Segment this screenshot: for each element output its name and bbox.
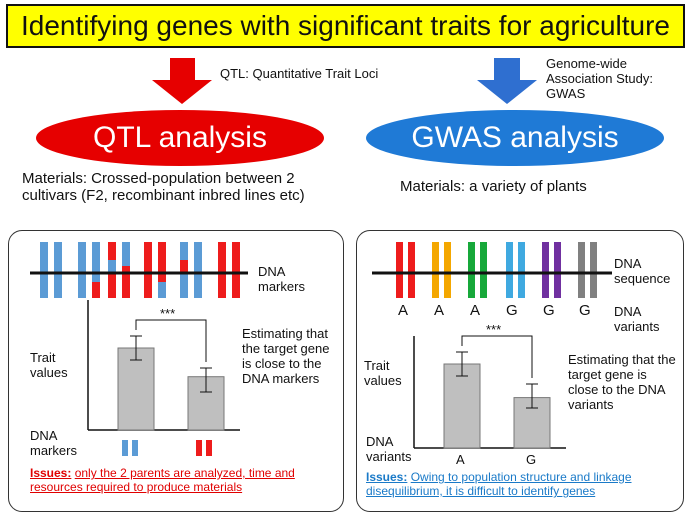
- gwas-estimate-text: Estimating that the target gene is close…: [568, 352, 676, 412]
- gwas-analysis-heading: GWAS analysis: [366, 110, 664, 166]
- qtl-bar-chart: [87, 300, 240, 431]
- gwas-trait-values-label: Trait values: [364, 358, 402, 388]
- gwas-chromosome-pairs: [396, 242, 597, 298]
- qtl-materials: Materials: Crossed-population between 2 …: [22, 170, 305, 204]
- gwas-arrow-note: Genome-wide Association Study: GWAS: [546, 56, 653, 101]
- qtl-bottom-markers: [122, 440, 212, 456]
- qtl-trait-values-label: Trait values: [30, 350, 68, 380]
- gwas-variant-letters: A A A G G G: [388, 302, 618, 320]
- qtl-chromosome-pairs: [40, 242, 240, 298]
- gwas-bar-a: [443, 363, 481, 449]
- qtl-panel: [8, 230, 344, 512]
- variant-letter: A: [398, 302, 409, 319]
- gwas-dna-variants-bottom-label: DNA variants: [366, 434, 412, 464]
- qtl-issues-label: Issues:: [30, 466, 72, 480]
- gwas-bar-chart: [413, 335, 566, 449]
- gwas-dna-variants-label: DNA variants: [614, 304, 660, 334]
- qtl-arrow-note: QTL: Quantitative Trait Loci: [220, 66, 379, 81]
- qtl-dna-markers-bottom-label: DNA markers: [30, 428, 77, 458]
- gwas-dna-sequence-label: DNA sequence: [614, 256, 671, 286]
- page-title: Identifying genes with significant trait…: [6, 4, 685, 48]
- gwas-x-category: A: [456, 452, 465, 467]
- qtl-estimate-text: Estimating that the target gene is close…: [242, 326, 330, 386]
- gwas-issues-text: Owing to population structure and linkag…: [366, 470, 632, 498]
- qtl-issues-text: only the 2 parents are analyzed, time an…: [30, 466, 295, 494]
- qtl-issues: Issues: only the 2 parents are analyzed,…: [30, 466, 336, 494]
- variant-letter: G: [506, 302, 518, 319]
- gwas-significance: ***: [486, 322, 502, 337]
- gwas-issues: Issues: Owing to population structure an…: [366, 470, 678, 498]
- gwas-down-arrow: [477, 58, 537, 104]
- variant-letter: A: [470, 302, 481, 319]
- qtl-significance: ***: [160, 306, 176, 321]
- gwas-issues-label: Issues:: [366, 470, 408, 484]
- gwas-x-category: G: [526, 452, 537, 467]
- gwas-materials: Materials: a variety of plants: [400, 178, 587, 195]
- qtl-dna-markers-label: DNA markers: [258, 264, 305, 294]
- variant-letter: A: [434, 302, 445, 319]
- qtl-down-arrow: [152, 58, 212, 104]
- qtl-analysis-heading: QTL analysis: [36, 110, 324, 166]
- variant-letter: G: [543, 302, 555, 319]
- variant-letter: G: [579, 302, 591, 319]
